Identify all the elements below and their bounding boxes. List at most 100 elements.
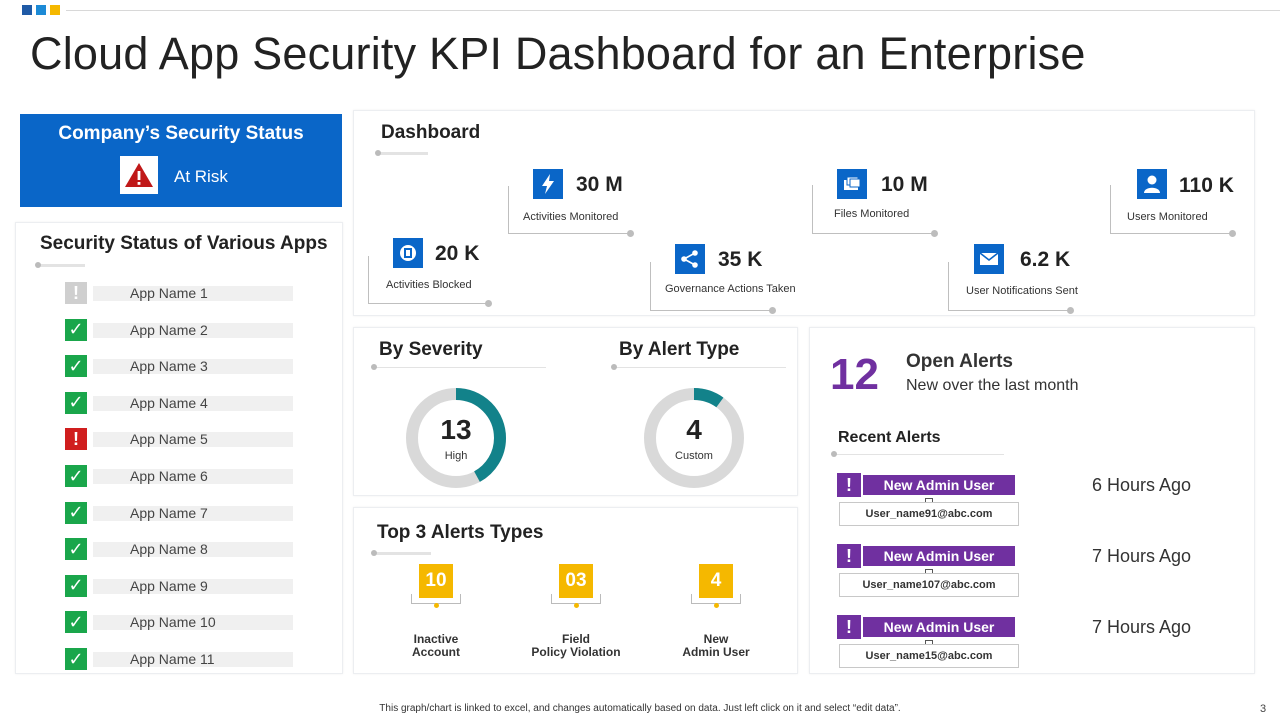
- top3-dot: [574, 603, 579, 608]
- app-row[interactable]: ✓ App Name 8: [65, 538, 293, 561]
- dashboard-title-underline: [375, 150, 428, 156]
- alert-type-banner[interactable]: New Admin User: [863, 546, 1015, 566]
- kpi-value-users-monitored: 110 K: [1179, 174, 1234, 197]
- status-value: At Risk: [174, 167, 228, 186]
- app-row[interactable]: ✓ App Name 10: [65, 611, 293, 634]
- app-row-bar: [93, 505, 293, 521]
- footer-note: This graph/chart is linked to excel, and…: [379, 703, 901, 714]
- app-row-bar: [93, 286, 293, 301]
- alert-type-donut: [644, 388, 744, 488]
- alert-type-title: By Alert Type: [619, 339, 740, 360]
- alert-type-banner[interactable]: New Admin User: [863, 617, 1015, 637]
- apps-title-underline: [35, 262, 85, 268]
- top3-label-line1: Inactive: [413, 632, 459, 646]
- kpi-value-activities-monitored: 30 M: [576, 173, 623, 196]
- severity-label: High: [444, 450, 468, 462]
- underline-dot: [371, 364, 377, 370]
- kpi-value-governance-actions: 35 K: [718, 248, 763, 271]
- kpi-connector: [948, 262, 1074, 314]
- app-name-label: App Name 4: [130, 394, 208, 411]
- alert-exclamation-icon: !: [837, 544, 861, 568]
- severity-value: 13: [440, 414, 472, 445]
- app-row-bar: [93, 395, 293, 411]
- app-name-label: App Name 5: [130, 431, 208, 448]
- status-title: Company’s Security Status: [58, 123, 304, 144]
- app-row[interactable]: ✓ App Name 11: [65, 648, 293, 671]
- kpi-value-user-notifications: 6.2 K: [1020, 248, 1071, 271]
- unknown-icon: !: [65, 282, 87, 304]
- app-row-bar: [93, 322, 293, 338]
- alert-user-email[interactable]: User_name107@abc.com: [839, 573, 1019, 597]
- alert-type-underline: [611, 364, 786, 370]
- recent-alerts-underline: [831, 451, 1004, 457]
- app-row[interactable]: ✓ App Name 3: [65, 355, 293, 378]
- bolt-icon: [533, 169, 563, 199]
- kpi-label-user-notifications: User Notifications Sent: [966, 285, 1078, 297]
- dashboard-panel: [353, 110, 1255, 316]
- folder-icon: [837, 169, 867, 199]
- alert-type-banner[interactable]: New Admin User: [863, 475, 1015, 495]
- alert-time: 7 Hours Ago: [1092, 617, 1192, 637]
- top3-label-line1: Field: [561, 632, 590, 646]
- open-alerts-count: 12: [830, 350, 879, 399]
- check-icon: ✓: [65, 538, 87, 561]
- severity-donut-arc: [406, 388, 506, 488]
- app-row[interactable]: ✓ App Name 6: [65, 465, 293, 488]
- page-number: 3: [1260, 703, 1267, 715]
- alert-user-email[interactable]: User_name15@abc.com: [839, 644, 1019, 668]
- app-name-label: App Name 9: [130, 577, 208, 594]
- kpi-label-governance-actions: Governance Actions Taken: [665, 283, 796, 295]
- alert-icon: !: [65, 428, 87, 451]
- mail-icon: [974, 244, 1004, 274]
- kpi-label-activities-blocked: Activities Blocked: [386, 279, 472, 291]
- top3-value-box: 4: [699, 564, 733, 598]
- top3-label: New Admin User: [651, 633, 781, 659]
- brand-squares: [22, 5, 60, 15]
- kpi-value-files-monitored: 10 M: [881, 173, 928, 196]
- top3-title: Top 3 Alerts Types: [377, 522, 544, 543]
- check-icon: ✓: [65, 465, 87, 487]
- app-row[interactable]: ✓ App Name 7: [65, 501, 293, 525]
- kpi-label-files-monitored: Files Monitored: [834, 208, 910, 220]
- alert-user-email[interactable]: User_name91@abc.com: [839, 502, 1019, 526]
- app-row-bar: [93, 578, 293, 594]
- page-title: Cloud App Security KPI Dashboard for an …: [30, 28, 1086, 79]
- check-icon: ✓: [65, 574, 87, 597]
- top3-value-box: 10: [419, 564, 453, 598]
- severity-title: By Severity: [379, 339, 483, 360]
- app-row[interactable]: ! App Name 5: [65, 428, 293, 451]
- app-row[interactable]: ✓ App Name 2: [65, 318, 293, 342]
- block-icon: [393, 238, 423, 268]
- app-row-bar: [93, 542, 293, 558]
- top3-label: Inactive Account: [371, 633, 501, 659]
- app-name-label: App Name 1: [130, 285, 208, 301]
- underline-dot: [371, 550, 377, 556]
- app-row-bar: [93, 359, 293, 375]
- app-row[interactable]: ! App Name 1: [65, 282, 293, 305]
- kpi-connector: [1110, 185, 1236, 237]
- top3-underline: [371, 550, 431, 556]
- recent-alerts-title: Recent Alerts: [838, 429, 941, 446]
- app-name-label: App Name 2: [130, 321, 208, 338]
- alert-exclamation-icon: !: [837, 473, 861, 497]
- alerts-panel: [809, 327, 1255, 674]
- check-icon: ✓: [65, 355, 87, 378]
- kpi-value-activities-blocked: 20 K: [435, 242, 480, 265]
- kpi-connector: [650, 262, 776, 314]
- kpi-connector: [508, 186, 634, 237]
- check-icon: ✓: [65, 318, 87, 341]
- underline-dot: [375, 150, 381, 156]
- app-row[interactable]: ✓ App Name 9: [65, 574, 293, 598]
- open-alerts-title: Open Alerts: [906, 351, 1013, 372]
- alert-type-donut-arc: [644, 388, 744, 488]
- top3-value-box: 03: [559, 564, 593, 598]
- app-row[interactable]: ✓ App Name 4: [65, 391, 293, 415]
- top3-dot: [434, 603, 439, 608]
- app-row-bar: [93, 469, 293, 484]
- kpi-label-users-monitored: Users Monitored: [1127, 211, 1208, 223]
- dashboard-title: Dashboard: [381, 122, 481, 143]
- warning-icon: [120, 156, 158, 194]
- app-row-bar: [93, 432, 293, 448]
- user-icon: [1137, 169, 1167, 199]
- app-name-label: App Name 6: [130, 468, 208, 484]
